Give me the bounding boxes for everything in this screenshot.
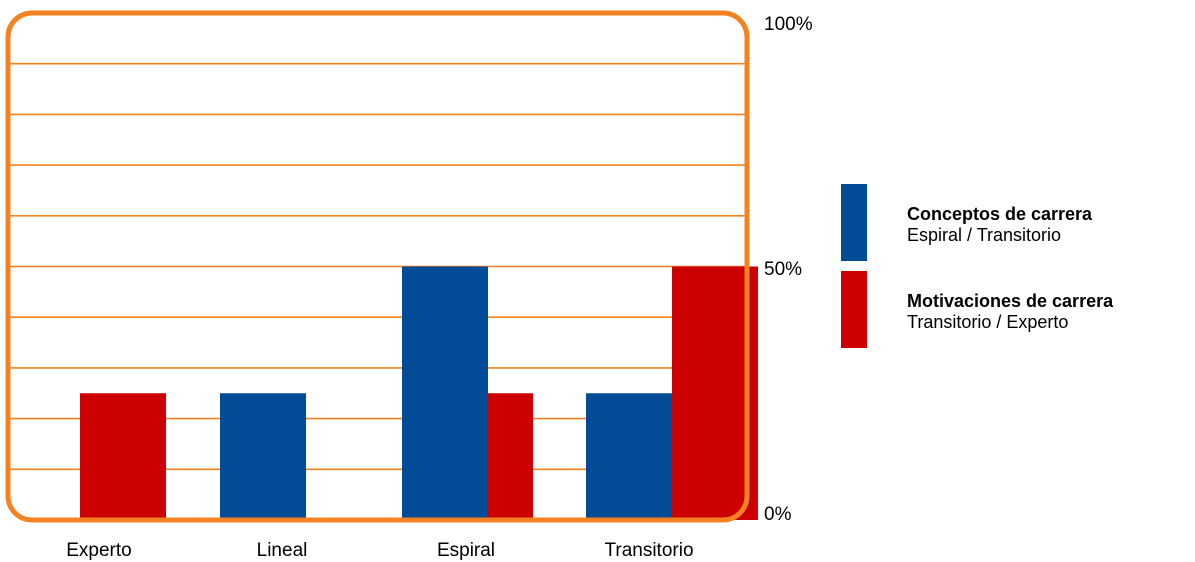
legend-swatch-conceptos bbox=[841, 184, 867, 261]
x-tick-label: Lineal bbox=[257, 540, 308, 561]
x-tick-label: Experto bbox=[66, 540, 131, 561]
bar-espiral-conceptos bbox=[402, 266, 488, 520]
legend-title-motivaciones: Motivaciones de carrera bbox=[907, 291, 1114, 311]
plot-frame bbox=[5, 10, 750, 523]
y-tick-label: 50% bbox=[764, 259, 802, 280]
bar-espiral-motivaciones bbox=[488, 393, 533, 520]
x-tick-label: Espiral bbox=[437, 540, 495, 561]
bar-experto-motivaciones bbox=[80, 393, 166, 520]
bar-lineal-conceptos bbox=[220, 393, 306, 520]
legend-subtitle-conceptos: Espiral / Transitorio bbox=[907, 225, 1062, 245]
legend-text-conceptos: Conceptos de carrera Espiral / Transitor… bbox=[907, 204, 1092, 246]
legend-swatch-motivaciones bbox=[841, 271, 867, 348]
legend-title-conceptos: Conceptos de carrera bbox=[907, 204, 1093, 224]
legend-subtitle-motivaciones: Transitorio / Experto bbox=[907, 312, 1069, 332]
bars bbox=[80, 266, 758, 520]
y-tick-label: 100% bbox=[764, 14, 813, 35]
legend-text-motivaciones: Motivaciones de carrera Transitorio / Ex… bbox=[907, 291, 1113, 333]
bar-transitorio-conceptos bbox=[586, 393, 672, 520]
y-tick-label: 0% bbox=[764, 504, 792, 525]
bar-transitorio-motivaciones bbox=[672, 266, 758, 520]
x-tick-label: Transitorio bbox=[604, 540, 693, 561]
